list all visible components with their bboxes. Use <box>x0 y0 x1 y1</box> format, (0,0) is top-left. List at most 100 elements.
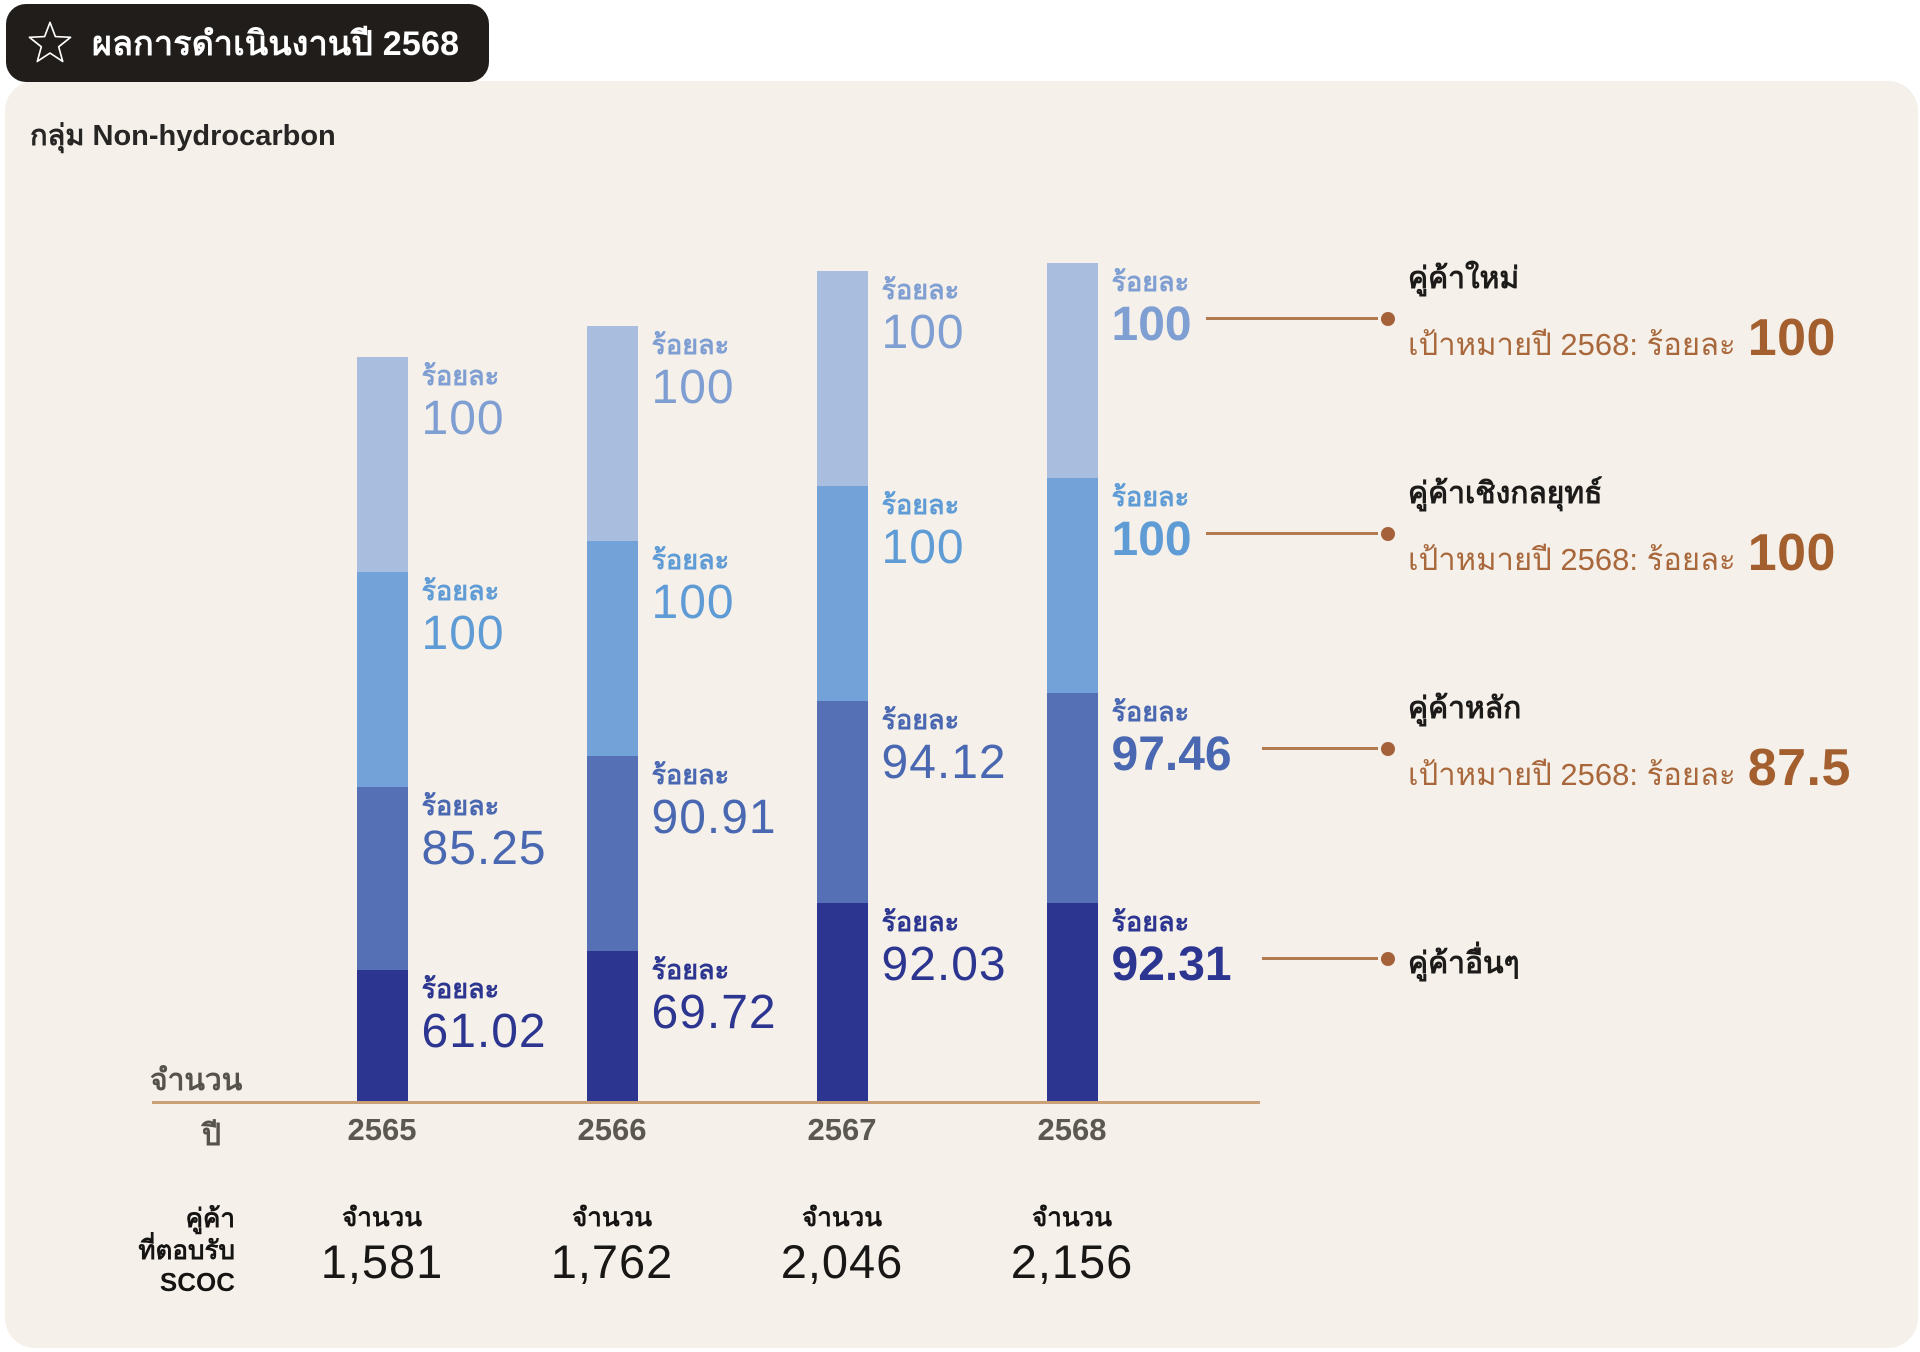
segment-unit-label: ร้อยละ <box>1111 906 1190 937</box>
segment-label: ร้อยละ 100 <box>882 275 965 359</box>
legend-connector-line <box>1206 317 1378 321</box>
segment-unit-label: ร้อยละ <box>881 704 960 735</box>
segment-label: ร้อยละ 61.02 <box>422 974 547 1058</box>
year-label: 2566 <box>577 1112 647 1147</box>
segment-label: ร้อยละ 90.91 <box>652 760 777 844</box>
segment-label: ร้อยละ 100 <box>1112 482 1192 566</box>
legend-target-text: เป้าหมายปี 2568: ร้อยละ <box>1408 541 1736 577</box>
legend-connector-dot <box>1381 526 1395 541</box>
segment-label: ร้อยละ 92.31 <box>1112 907 1232 991</box>
count-label: จำนวน <box>342 1202 422 1232</box>
year-label: 2565 <box>347 1112 417 1147</box>
segment-label: ร้อยละ 100 <box>1112 267 1192 351</box>
footer-row-label-line: ที่ตอบรับ <box>138 1235 235 1265</box>
legend-target-text: เป้าหมายปี 2568: ร้อยละ <box>1408 756 1736 792</box>
segment-value: 100 <box>651 575 735 629</box>
x-axis-line <box>152 1101 1260 1104</box>
segment-unit-label: ร้อยละ <box>421 790 500 821</box>
legend-title: คู่ค้าอื่นๆ <box>1408 946 1520 980</box>
segment-unit-label: ร้อยละ <box>421 575 500 606</box>
bar-segment <box>356 786 408 970</box>
segment-unit-label: ร้อยละ <box>1111 266 1190 297</box>
segment-value: 100 <box>881 305 965 359</box>
bar-segment <box>586 755 638 952</box>
segment-unit-label: ร้อยละ <box>881 907 960 938</box>
legend-connector-line <box>1262 747 1378 751</box>
footer-count-column: จำนวน 2,156 <box>962 1202 1182 1287</box>
x-axis-label: ปี <box>202 1119 222 1152</box>
legend-connector-dot <box>1381 741 1395 756</box>
count-label: จำนวน <box>802 1202 882 1232</box>
legend-target: เป้าหมายปี 2568: ร้อยละ 100 <box>1408 523 1836 584</box>
count-value: 1,762 <box>550 1235 674 1288</box>
bar-segment <box>586 540 638 756</box>
chart-subtitle: กลุ่ม Non-hydrocarbon <box>30 120 336 152</box>
segment-label: ร้อยละ 100 <box>882 490 965 574</box>
year-label: 2567 <box>807 1112 877 1147</box>
chart-card <box>5 81 1918 1348</box>
segment-label: ร้อยละ 92.03 <box>882 907 1007 991</box>
legend-row: คู่ค้าอื่นๆ <box>1408 940 1520 993</box>
footer-count-column: จำนวน 2,046 <box>732 1202 952 1287</box>
footer-count-column: จำนวน 1,762 <box>502 1202 722 1287</box>
count-value: 2,046 <box>780 1235 904 1288</box>
legend-row: คู่ค้าใหม่เป้าหมายปี 2568: ร้อยละ 100 <box>1408 255 1836 369</box>
bar-segment <box>1046 477 1098 693</box>
legend-title: คู่ค้าใหม่ <box>1408 261 1520 295</box>
legend-target-value: 87.5 <box>1747 738 1851 797</box>
legend-target-value: 100 <box>1747 523 1836 582</box>
segment-value: 61.02 <box>421 1004 547 1058</box>
header-badge: ผลการดำเนินงานปี 2568 <box>6 4 490 82</box>
legend-title: คู่ค้าหลัก <box>1408 691 1522 725</box>
segment-label: ร้อยละ 100 <box>422 361 505 445</box>
segment-value: 97.46 <box>1111 727 1232 781</box>
segment-unit-label: ร้อยละ <box>651 759 730 790</box>
segment-unit-label: ร้อยละ <box>421 973 500 1004</box>
bar-segment <box>1046 902 1098 1101</box>
segment-value: 90.91 <box>651 790 777 844</box>
bar-segment <box>586 951 638 1101</box>
bar-segment <box>816 700 868 904</box>
bar-segment <box>356 969 408 1101</box>
segment-label: ร้อยละ 100 <box>652 330 735 414</box>
legend-target-text: เป้าหมายปี 2568: ร้อยละ <box>1408 326 1736 362</box>
segment-label: ร้อยละ 100 <box>422 576 505 660</box>
segment-unit-label: ร้อยละ <box>1111 481 1190 512</box>
segment-value: 100 <box>421 606 505 660</box>
legend-row: คู่ค้าหลักเป้าหมายปี 2568: ร้อยละ 87.5 <box>1408 685 1851 799</box>
segment-value: 92.31 <box>1111 937 1232 991</box>
legend-title: คู่ค้าเชิงกลยุทธ์ <box>1408 476 1603 510</box>
segment-unit-label: ร้อยละ <box>651 329 730 360</box>
count-value: 1,581 <box>320 1235 444 1288</box>
segment-value: 85.25 <box>421 821 547 875</box>
segment-value: 94.12 <box>881 735 1007 789</box>
segment-unit-label: ร้อยละ <box>881 489 960 520</box>
footer-row-label-line: คู่ค้า <box>185 1203 235 1233</box>
segment-label: ร้อยละ 94.12 <box>882 705 1007 789</box>
bar-segment <box>816 485 868 701</box>
footer-count-column: จำนวน 1,581 <box>272 1202 492 1287</box>
segment-label: ร้อยละ 69.72 <box>652 955 777 1039</box>
segment-value: 100 <box>881 520 965 574</box>
bar-segment <box>586 325 638 541</box>
legend-target-value: 100 <box>1747 308 1836 367</box>
count-label: จำนวน <box>572 1202 652 1232</box>
segment-value: 100 <box>1111 512 1192 566</box>
page-title: ผลการดำเนินงานปี 2568 <box>92 25 460 63</box>
star-icon <box>28 21 72 63</box>
y-axis-label: จำนวน <box>150 1064 243 1097</box>
segment-unit-label: ร้อยละ <box>421 360 500 391</box>
segment-unit-label: ร้อยละ <box>651 544 730 575</box>
legend-row: คู่ค้าเชิงกลยุทธ์เป้าหมายปี 2568: ร้อยละ… <box>1408 470 1836 584</box>
footer-row-label-line: SCOC <box>159 1267 235 1297</box>
legend-target: เป้าหมายปี 2568: ร้อยละ 87.5 <box>1408 738 1851 799</box>
year-label: 2568 <box>1037 1112 1107 1147</box>
segment-unit-label: ร้อยละ <box>651 955 730 986</box>
bar-segment <box>356 571 408 787</box>
segment-unit-label: ร้อยละ <box>1111 696 1190 727</box>
segment-value: 100 <box>651 360 735 414</box>
legend-target: เป้าหมายปี 2568: ร้อยละ 100 <box>1408 308 1836 369</box>
legend-connector-dot <box>1381 311 1395 326</box>
segment-unit-label: ร้อยละ <box>881 274 960 305</box>
segment-value: 69.72 <box>651 986 777 1040</box>
